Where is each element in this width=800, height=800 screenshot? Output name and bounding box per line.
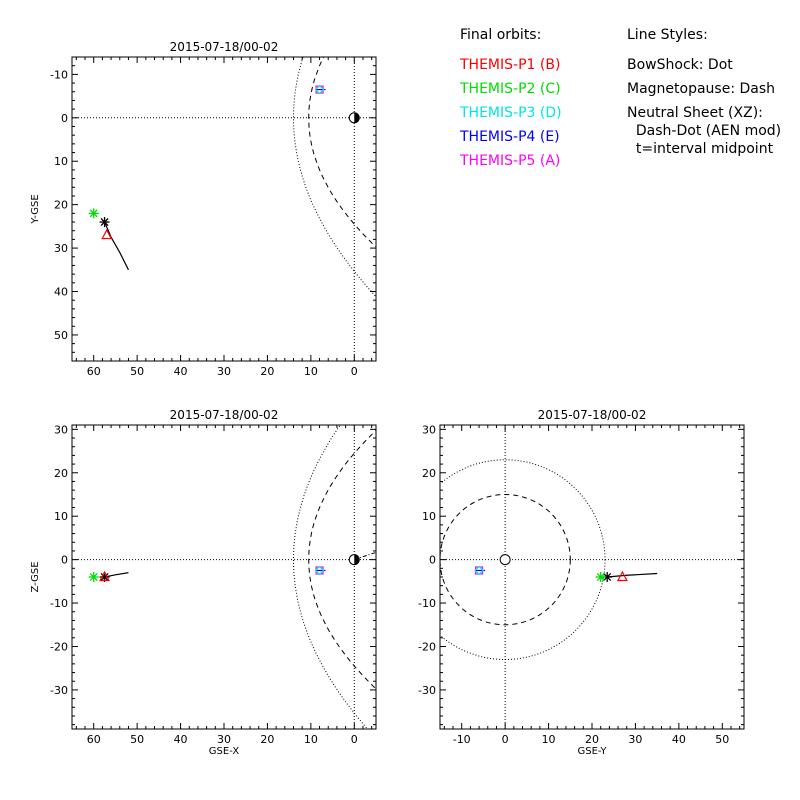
x-axis-label: GSE-Y [578,746,608,757]
earth-night-side [354,554,360,565]
line-styles-title: Line Styles: [627,27,708,43]
p1-triangle-marker [101,228,113,240]
y-tick-label: -10 [50,597,68,610]
y-tick-label: 30 [422,423,436,436]
x-tick-label: 50 [130,365,144,378]
y-tick-label: 0 [429,554,436,567]
panel-plot-area [72,425,376,729]
probe-legend-item: THEMIS-P1 (B) [460,57,561,73]
orbit-track [607,572,658,578]
y-tick-label: 10 [54,510,68,523]
axes-frame [439,424,745,730]
green-star-marker [89,209,98,218]
y-axis-label: Z-GSE [30,561,41,592]
x-tick-label: 60 [87,365,101,378]
p1-triangle-marker [616,570,628,582]
y-tick-label: -30 [50,684,68,697]
black-star-marker [100,573,109,581]
x-tick-label: 50 [715,733,729,746]
black-star-marker [603,573,612,581]
x-tick-label: 50 [130,733,144,746]
x-tick-label: 40 [174,365,188,378]
y-tick-label: 40 [54,286,68,299]
magnetopause-curve [308,429,376,690]
y-tick-label: 10 [54,155,68,168]
x-tick-label: 10 [304,365,318,378]
y-tick-label: -30 [418,684,436,697]
p3-diamond-marker [474,565,484,576]
orbit-track [104,221,129,271]
axes-frame [71,56,377,362]
earth-night-side [354,112,360,123]
y-tick-label: 0 [61,112,68,125]
x-tick-label: 0 [351,733,358,746]
p3-diamond-marker [314,84,325,95]
x-axis-label: GSE-X [209,746,240,757]
x-tick-label: 60 [87,733,101,746]
axes-frame [71,424,377,730]
panel-plot-area [72,57,376,361]
y-tick-label: 30 [54,423,68,436]
black-star-marker [100,218,109,227]
green-star-marker [89,573,98,581]
orbit-track [104,572,129,578]
line-style-item: Neutral Sheet (XZ): [627,105,763,121]
earth-marker [499,554,511,566]
panel-title: 2015-07-18/00-02 [538,408,647,422]
x-tick-label: 0 [502,733,509,746]
y-tick-label: 20 [54,199,68,212]
y-tick-label: -10 [418,597,436,610]
magnetopause-curve [308,57,376,248]
y-tick-label: 20 [422,467,436,480]
x-tick-label: 40 [174,733,188,746]
y-tick-label: 0 [61,554,68,567]
probe-legend-item: THEMIS-P4 (E) [460,129,560,145]
y-tick-label: 20 [54,467,68,480]
p3-diamond-marker [314,565,325,576]
x-tick-label: 10 [304,733,318,746]
x-tick-label: 0 [351,365,358,378]
y-tick-label: -20 [418,640,436,653]
x-tick-label: 30 [217,365,231,378]
y-tick-label: -20 [50,640,68,653]
magnetopause-curve [440,494,571,626]
x-tick-label: -10 [453,733,471,746]
x-tick-label: 30 [217,733,231,746]
line-style-item: Magnetopause: Dash [627,81,776,97]
x-tick-label: 20 [260,365,274,378]
x-tick-label: 20 [260,733,274,746]
line-style-item: Dash-Dot (AEN mod) [627,123,782,139]
x-tick-label: 10 [542,733,556,746]
probe-legend-item: THEMIS-P3 (D) [460,105,562,121]
panel-title: 2015-07-18/00-02 [170,408,279,422]
y-tick-label: 50 [54,329,68,342]
panel-title: 2015-07-18/00-02 [170,40,279,54]
p1-triangle-marker [99,570,111,582]
panel-plot-area [440,425,744,729]
x-tick-label: 30 [628,733,642,746]
y-tick-label: 10 [422,510,436,523]
probe-legend-item: THEMIS-P5 (A) [460,153,561,169]
probe-legend-item: THEMIS-P2 (C) [460,81,561,97]
bowshock-curve [440,459,606,660]
y-axis-label: Y-GSE [30,194,41,224]
x-tick-label: 20 [585,733,599,746]
y-tick-label: -10 [50,68,68,81]
green-star-marker [596,573,605,581]
line-style-item: BowShock: Dot [627,57,733,73]
orbits-legend-title: Final orbits: [460,27,542,43]
line-style-item: t=interval midpoint [627,141,774,157]
y-tick-label: 30 [54,242,68,255]
x-tick-label: 40 [672,733,686,746]
